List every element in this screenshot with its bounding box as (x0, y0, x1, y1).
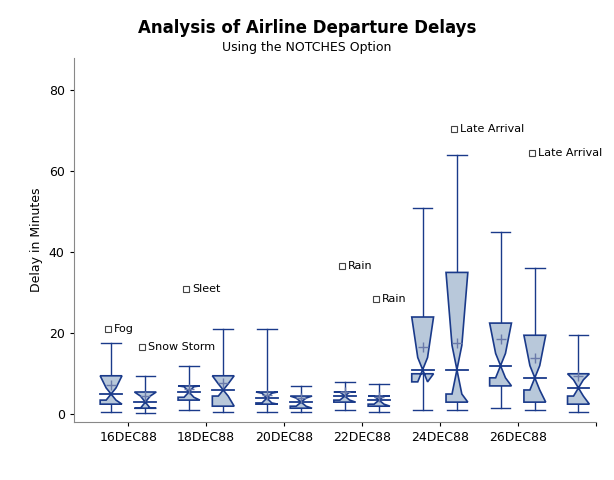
Polygon shape (334, 392, 356, 402)
Polygon shape (290, 396, 312, 408)
Text: Snow Storm: Snow Storm (149, 342, 216, 352)
Text: Late Arrival: Late Arrival (460, 123, 524, 133)
Text: Late Arrival: Late Arrival (538, 148, 602, 158)
Polygon shape (524, 335, 546, 402)
Polygon shape (602, 380, 614, 402)
Polygon shape (446, 273, 468, 402)
Polygon shape (567, 374, 589, 404)
Y-axis label: Delay in Minutes: Delay in Minutes (30, 188, 43, 292)
Text: Fog: Fog (114, 324, 134, 334)
Polygon shape (489, 323, 511, 386)
Text: Rain: Rain (382, 294, 406, 304)
Text: Analysis of Airline Departure Delays: Analysis of Airline Departure Delays (138, 19, 476, 37)
Polygon shape (212, 376, 234, 406)
Text: Using the NOTCHES Option: Using the NOTCHES Option (222, 41, 392, 54)
Polygon shape (368, 396, 390, 406)
Polygon shape (256, 392, 278, 404)
Polygon shape (100, 376, 122, 404)
Text: Rain: Rain (348, 261, 373, 271)
Polygon shape (178, 386, 200, 400)
Polygon shape (134, 392, 156, 408)
Polygon shape (412, 317, 433, 382)
Text: Sleet: Sleet (192, 284, 220, 294)
